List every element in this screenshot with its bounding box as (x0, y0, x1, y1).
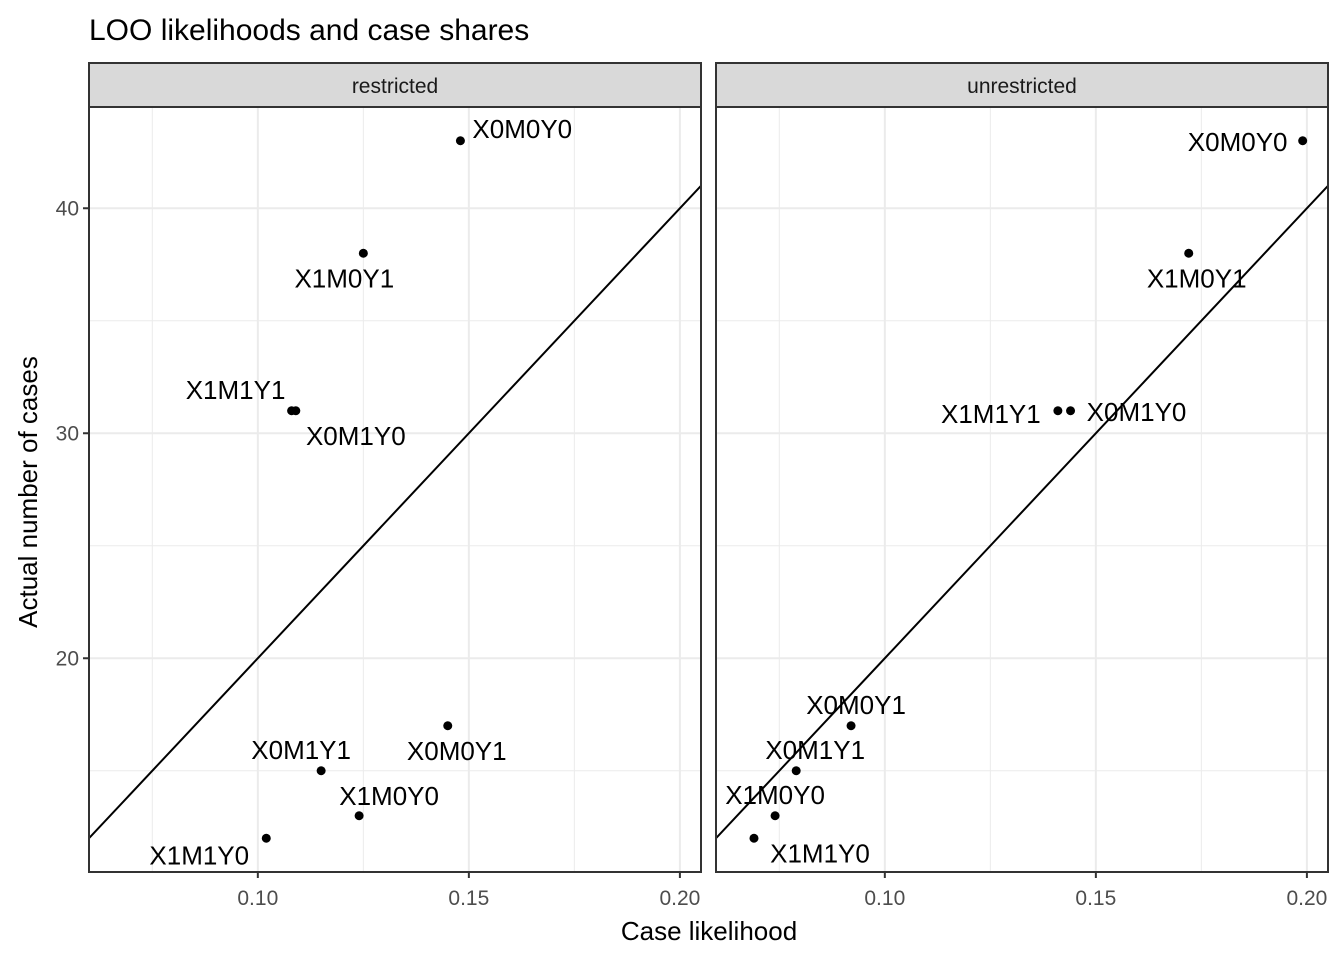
point-label: X1M0Y1 (294, 263, 394, 293)
point-label: X1M0Y0 (339, 781, 439, 811)
y-tick-label: 30 (56, 422, 79, 445)
plot-background (716, 107, 1328, 872)
x-tick-label: 0.20 (659, 887, 700, 910)
point-label: X1M1Y0 (149, 840, 249, 870)
x-tick-label: 0.15 (448, 887, 489, 910)
x-tick-label: 0.10 (237, 887, 278, 910)
panel-restricted: X0M0Y0 X1M0Y1 X1M1Y1 X0M1Y0 X0M0Y1 X0M1Y1 X1M0… (56, 62, 702, 910)
data-point (791, 766, 801, 776)
point-label: X0M0Y0 (472, 114, 572, 144)
y-tick-label: 40 (56, 197, 79, 220)
point-label: X0M0Y1 (806, 690, 906, 720)
x-tick-label: 0.20 (1286, 887, 1327, 910)
point-label: X1M1Y0 (770, 838, 870, 868)
point-label: X0M0Y1 (407, 736, 507, 766)
data-point (1053, 406, 1063, 416)
data-point (1066, 406, 1076, 416)
data-point (749, 833, 759, 843)
facet-strip (88, 62, 702, 108)
facet-strip-label: restricted (352, 75, 438, 98)
point-label: X0M1Y1 (251, 735, 351, 765)
data-point (1184, 248, 1194, 258)
y-tick-label: 20 (56, 647, 79, 670)
point-label: X1M1Y1 (186, 375, 286, 405)
data-point (1298, 136, 1308, 146)
data-point (261, 833, 271, 843)
data-point (770, 811, 780, 821)
x-axis-label: Case likelihood (621, 916, 797, 946)
point-label: X0M0Y0 (1188, 127, 1288, 157)
panel-unrestricted: X0M0Y0 X1M0Y1 X1M1Y1 X0M1Y0 X0M0Y1 X0M1Y1 X1M0… (715, 62, 1329, 910)
point-label: X0M1Y0 (306, 421, 406, 451)
x-tick-label: 0.10 (864, 887, 905, 910)
reference-line (89, 185, 701, 839)
y-axis-label: Actual number of cases (13, 356, 43, 628)
point-label: X0M1Y1 (765, 735, 865, 765)
chart-title: LOO likelihoods and case shares (89, 14, 529, 47)
data-point (354, 811, 364, 821)
plot-background (89, 107, 701, 872)
data-point (455, 136, 465, 146)
reference-line (716, 185, 1328, 839)
panels: X0M0Y0 X1M0Y1 X1M1Y1 X0M1Y0 X0M0Y1 X0M1Y1 X1M0… (56, 62, 1329, 910)
data-point (846, 721, 856, 731)
point-label: X1M0Y0 (725, 780, 825, 810)
data-point (291, 406, 301, 416)
facet-strip (715, 62, 1329, 108)
facet-strip-label: unrestricted (967, 75, 1077, 98)
point-label: X1M0Y1 (1147, 263, 1247, 293)
point-label: X1M1Y1 (941, 399, 1041, 429)
x-tick-label: 0.15 (1075, 887, 1116, 910)
point-label: X0M1Y0 (1087, 397, 1187, 427)
data-point (316, 766, 326, 776)
data-point (358, 248, 368, 258)
data-point (443, 721, 453, 731)
